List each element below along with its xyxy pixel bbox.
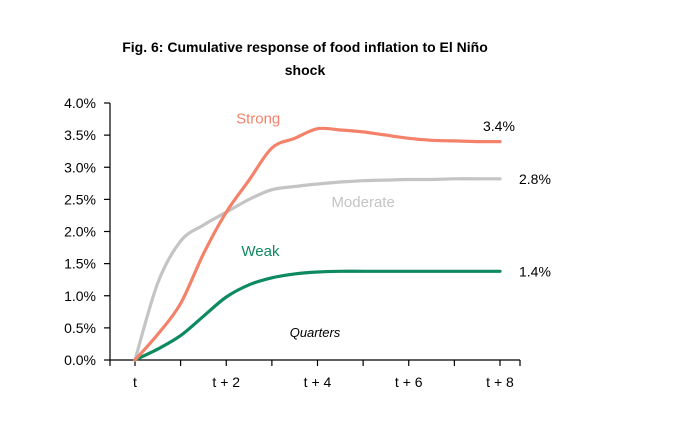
y-tick-label: 2.0% xyxy=(64,224,96,240)
x-tick-label: t + 2 xyxy=(212,374,240,390)
y-tick-label: 1.5% xyxy=(64,256,96,272)
y-tick-label: 3.0% xyxy=(64,159,96,175)
series-line-weak xyxy=(133,269,502,362)
x-tick-label: t xyxy=(133,374,137,390)
end-value-weak: 1.4% xyxy=(519,263,551,279)
series-line-strong xyxy=(133,126,502,362)
y-tick-label: 1.0% xyxy=(64,288,96,304)
series-name-strong: Strong xyxy=(236,111,280,128)
chart-title-line-1: Fig. 6: Cumulative response of food infl… xyxy=(122,39,488,55)
x-tick-label: t + 8 xyxy=(486,374,514,390)
series-labels: Strong 3.4% Moderate 2.8% Weak 1.4% xyxy=(236,111,551,280)
series-line-moderate xyxy=(133,177,502,362)
y-ticks: 0.0% 0.5% 1.0% 1.5% 2.0% 2.5% 3.0% 3.5% 4.0% xyxy=(64,95,110,368)
series-name-weak: Weak xyxy=(241,243,280,260)
y-tick-label: 3.5% xyxy=(64,127,96,143)
end-value-strong: 3.4% xyxy=(483,118,515,134)
y-tick-label: 4.0% xyxy=(64,95,96,111)
y-tick-label: 0.0% xyxy=(64,352,96,368)
series-name-moderate: Moderate xyxy=(331,194,394,211)
chart-title-line-2: shock xyxy=(285,62,326,78)
annotation-quarters: Quarters xyxy=(290,325,341,340)
y-tick-label: 2.5% xyxy=(64,191,96,207)
x-ticks: t t + 2 t + 4 t + 6 t + 8 xyxy=(109,360,521,390)
x-tick-label: t + 6 xyxy=(395,374,423,390)
end-value-moderate: 2.8% xyxy=(519,171,551,187)
x-tick-label: t + 4 xyxy=(304,374,332,390)
series-lines xyxy=(133,126,502,362)
y-tick-label: 0.5% xyxy=(64,320,96,336)
